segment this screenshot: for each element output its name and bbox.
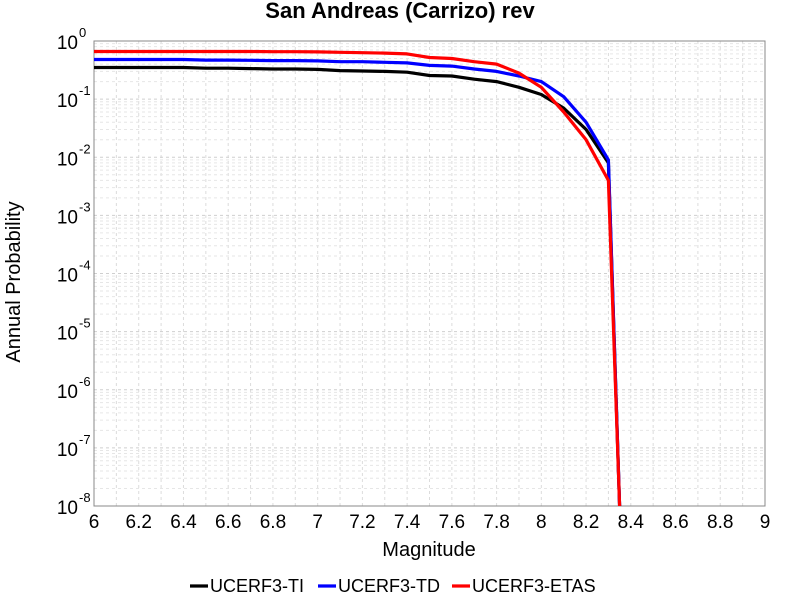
x-tick-label: 7.4 bbox=[394, 512, 421, 533]
x-axis-label: Magnitude bbox=[382, 539, 475, 561]
y-tick-exponent: -6 bbox=[79, 374, 91, 389]
y-tick-label: 10-3 bbox=[57, 199, 91, 228]
x-tick-label: 8.2 bbox=[573, 512, 599, 533]
y-tick-exponent: -5 bbox=[79, 316, 91, 331]
x-tick-label: 6.4 bbox=[170, 512, 197, 533]
y-tick-exponent: -1 bbox=[79, 83, 91, 98]
y-tick-exponent: -8 bbox=[79, 490, 91, 505]
legend-label: UCERF3-ETAS bbox=[472, 576, 596, 596]
x-tick-label: 6.6 bbox=[215, 512, 241, 533]
x-tick-label: 7.8 bbox=[483, 512, 509, 533]
y-tick-label: 100 bbox=[57, 25, 86, 54]
y-tick-label: 10-2 bbox=[57, 141, 91, 170]
y-tick-base: 10 bbox=[57, 440, 78, 461]
x-tick-label: 6.8 bbox=[260, 512, 286, 533]
y-tick-label: 10-7 bbox=[57, 432, 91, 461]
y-tick-base: 10 bbox=[57, 33, 78, 54]
y-tick-base: 10 bbox=[57, 266, 78, 287]
y-tick-base: 10 bbox=[57, 207, 78, 228]
y-tick-exponent: -4 bbox=[79, 258, 91, 273]
legend-item-ucerf3-td: UCERF3-TD bbox=[318, 576, 440, 596]
grid bbox=[93, 41, 766, 507]
y-tick-label: 10-8 bbox=[57, 490, 91, 519]
legend: UCERF3-TI UCERF3-TD UCERF3-ETAS bbox=[190, 576, 596, 596]
y-tick-base: 10 bbox=[57, 91, 78, 112]
x-tick-label: 8.4 bbox=[618, 512, 645, 533]
series-line-ucerf3-td bbox=[94, 57, 622, 506]
x-tick-label: 8.8 bbox=[707, 512, 733, 533]
y-tick-exponent: -2 bbox=[79, 141, 91, 156]
series-layer bbox=[94, 49, 622, 506]
legend-item-ucerf3-ti: UCERF3-TI bbox=[190, 576, 304, 596]
y-tick-label: 10-1 bbox=[57, 83, 91, 112]
y-tick-label: 10-4 bbox=[57, 258, 91, 287]
y-tick-exponent: 0 bbox=[79, 25, 86, 40]
legend-label: UCERF3-TD bbox=[338, 576, 440, 596]
y-tick-exponent: -7 bbox=[79, 432, 91, 447]
y-tick-exponent: -3 bbox=[79, 199, 91, 214]
x-tick-label: 8 bbox=[536, 512, 547, 533]
series-line-ucerf3-etas bbox=[94, 49, 622, 506]
x-tick-label: 6 bbox=[89, 512, 100, 533]
y-tick-base: 10 bbox=[57, 324, 78, 345]
x-tick-label: 7.6 bbox=[439, 512, 465, 533]
x-tick-label: 7.2 bbox=[349, 512, 375, 533]
legend-item-ucerf3-etas: UCERF3-ETAS bbox=[452, 576, 596, 596]
y-tick-label: 10-5 bbox=[57, 316, 91, 345]
plot-frame bbox=[93, 40, 766, 507]
y-tick-base: 10 bbox=[57, 498, 78, 519]
x-axis-ticks: 6 6.2 6.4 6.6 6.8 7 7.2 7.4 7.6 7.8 8 8.2 8.4 8.6 8.8 9 bbox=[89, 512, 771, 533]
y-tick-base: 10 bbox=[57, 149, 78, 170]
y-axis-label: Annual Probability bbox=[3, 201, 25, 362]
y-tick-base: 10 bbox=[57, 382, 78, 403]
y-tick-label: 10-6 bbox=[57, 374, 91, 403]
chart-title: San Andreas (Carrizo) rev bbox=[265, 0, 535, 23]
x-tick-label: 7 bbox=[312, 512, 323, 533]
series-line-ucerf3-ti bbox=[94, 65, 622, 506]
legend-label: UCERF3-TI bbox=[210, 576, 304, 596]
x-tick-label: 9 bbox=[760, 512, 771, 533]
x-tick-label: 6.2 bbox=[126, 512, 152, 533]
x-tick-label: 8.6 bbox=[662, 512, 688, 533]
